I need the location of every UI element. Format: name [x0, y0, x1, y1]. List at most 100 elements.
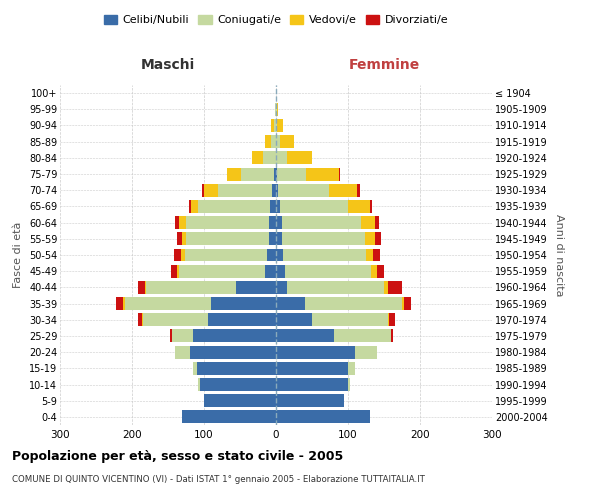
Bar — [176, 264, 179, 278]
Bar — [388, 314, 389, 326]
Bar — [305, 297, 402, 310]
Bar — [377, 264, 384, 278]
Bar — [276, 362, 348, 375]
Text: COMUNE DI QUINTO VICENTINO (VI) - Dati ISTAT 1° gennaio 2005 - Elaborazione TUTT: COMUNE DI QUINTO VICENTINO (VI) - Dati I… — [12, 475, 425, 484]
Bar — [329, 184, 358, 196]
Bar — [276, 394, 344, 407]
Bar — [276, 281, 287, 294]
Bar — [366, 248, 373, 262]
Bar — [282, 216, 361, 229]
Bar — [276, 346, 355, 358]
Bar — [174, 248, 181, 262]
Bar — [263, 152, 276, 164]
Text: Popolazione per età, sesso e stato civile - 2005: Popolazione per età, sesso e stato civil… — [12, 450, 343, 463]
Bar — [208, 314, 276, 326]
Bar — [284, 264, 371, 278]
Bar — [186, 232, 269, 245]
Bar — [193, 330, 276, 342]
Bar — [271, 135, 276, 148]
Bar — [198, 378, 200, 391]
Bar — [358, 184, 359, 196]
Bar — [271, 119, 274, 132]
Bar — [334, 330, 391, 342]
Bar — [182, 232, 186, 245]
Bar — [175, 346, 190, 358]
Bar — [142, 314, 143, 326]
Bar — [355, 346, 377, 358]
Bar — [280, 200, 348, 213]
Text: Maschi: Maschi — [141, 58, 195, 72]
Bar — [186, 216, 269, 229]
Y-axis label: Fasce di età: Fasce di età — [13, 222, 23, 288]
Y-axis label: Anni di nascita: Anni di nascita — [554, 214, 565, 296]
Bar — [200, 378, 276, 391]
Bar — [218, 184, 272, 196]
Bar — [171, 264, 176, 278]
Bar — [276, 200, 280, 213]
Bar — [252, 152, 263, 164]
Bar — [348, 378, 350, 391]
Bar — [276, 135, 280, 148]
Bar — [276, 378, 348, 391]
Bar — [211, 297, 276, 310]
Bar — [391, 330, 392, 342]
Bar — [277, 103, 278, 116]
Bar — [198, 200, 270, 213]
Bar — [276, 103, 277, 116]
Legend: Celibi/Nubili, Coniugati/e, Vedovi/e, Divorziati/e: Celibi/Nubili, Coniugati/e, Vedovi/e, Di… — [100, 10, 452, 30]
Bar — [190, 346, 276, 358]
Text: Femmine: Femmine — [349, 58, 419, 72]
Bar — [287, 152, 312, 164]
Bar — [193, 362, 197, 375]
Bar — [276, 264, 284, 278]
Bar — [361, 216, 376, 229]
Bar — [172, 330, 193, 342]
Bar — [204, 184, 218, 196]
Bar — [280, 135, 294, 148]
Bar — [269, 216, 276, 229]
Bar — [276, 216, 282, 229]
Bar — [139, 314, 142, 326]
Bar — [312, 314, 388, 326]
Bar — [276, 248, 283, 262]
Bar — [276, 297, 305, 310]
Bar — [185, 248, 268, 262]
Bar — [276, 168, 277, 180]
Bar — [197, 362, 276, 375]
Bar — [179, 216, 186, 229]
Bar — [278, 184, 329, 196]
Bar — [370, 200, 372, 213]
Bar — [348, 362, 355, 375]
Bar — [276, 330, 334, 342]
Bar — [338, 168, 340, 180]
Bar — [125, 297, 211, 310]
Bar — [277, 168, 306, 180]
Bar — [146, 281, 236, 294]
Bar — [175, 216, 179, 229]
Bar — [145, 281, 146, 294]
Bar — [269, 232, 276, 245]
Bar — [241, 168, 274, 180]
Bar — [274, 168, 276, 180]
Bar — [384, 281, 388, 294]
Bar — [272, 184, 276, 196]
Bar — [275, 103, 276, 116]
Bar — [283, 248, 366, 262]
Bar — [276, 184, 278, 196]
Bar — [276, 152, 287, 164]
Bar — [404, 297, 412, 310]
Bar — [202, 184, 204, 196]
Bar — [389, 314, 395, 326]
Bar — [227, 168, 241, 180]
Bar — [373, 248, 380, 262]
Bar — [265, 135, 271, 148]
Bar — [181, 248, 185, 262]
Bar — [143, 314, 208, 326]
Bar — [402, 297, 404, 310]
Bar — [376, 232, 381, 245]
Bar — [277, 119, 283, 132]
Bar — [365, 232, 376, 245]
Bar — [176, 232, 182, 245]
Bar — [179, 264, 265, 278]
Bar — [191, 200, 198, 213]
